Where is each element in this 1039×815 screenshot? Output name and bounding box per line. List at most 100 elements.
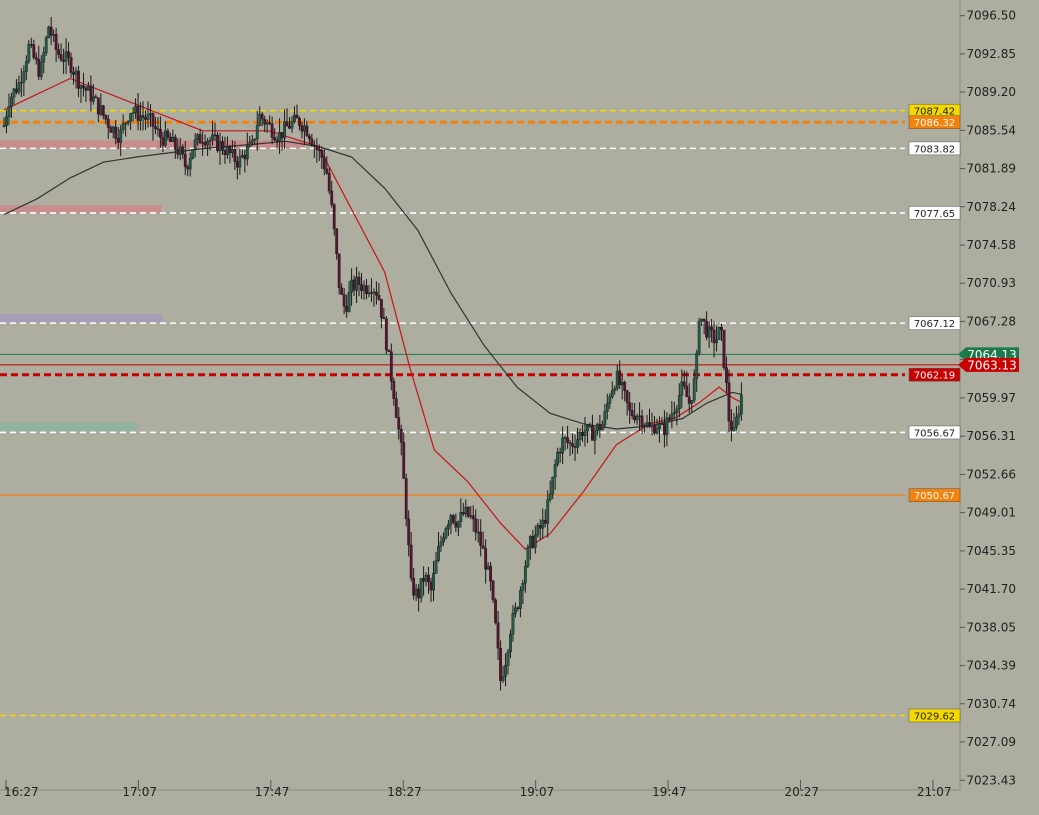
price-marker-box (958, 357, 1019, 372)
candle-down (186, 166, 190, 170)
level-label: 7056.67 (914, 428, 955, 439)
candle-down (310, 138, 314, 146)
candle-down (397, 417, 401, 430)
candle-down (663, 423, 666, 435)
candle-up (442, 537, 445, 543)
zone-band (0, 422, 137, 431)
candle-down (94, 96, 98, 98)
candle-down (106, 119, 110, 128)
candle-up (149, 113, 152, 115)
candle-up (99, 105, 103, 115)
zone-band (0, 314, 163, 323)
candle-up (5, 116, 8, 126)
candle-up (238, 156, 242, 168)
candle-up (24, 61, 28, 72)
candle-down (166, 130, 170, 138)
candle-down (474, 518, 478, 533)
levels-layer (0, 109, 960, 717)
candle-up (600, 424, 604, 431)
candle-down (317, 149, 321, 151)
price-tick-label: 7056.31 (966, 429, 1016, 443)
candle-down (2, 125, 6, 127)
zone-band (0, 140, 306, 149)
candle-up (672, 412, 676, 415)
candle-up (419, 578, 423, 599)
candle-up (226, 146, 229, 156)
candle-down (29, 44, 33, 46)
candle-down (235, 161, 239, 168)
candle-down (531, 535, 535, 548)
candle-down (332, 204, 336, 230)
candle-down (161, 137, 165, 146)
price-tick-label: 7045.35 (966, 544, 1016, 558)
level-label-box (908, 367, 961, 382)
candle-up (586, 424, 589, 432)
candle-up (521, 582, 525, 591)
candle-up (7, 106, 11, 117)
candle-up (91, 96, 95, 102)
time-tick-label: 19:47 (652, 785, 687, 799)
time-axis[interactable]: 16:27 17:07 17:47 18:27 19:07 19:47 20:27 21:07 (0, 780, 960, 799)
candle-down (489, 565, 493, 582)
candle-up (464, 506, 468, 515)
candle-down (496, 622, 500, 649)
candle-down (280, 132, 284, 139)
level-label-box (908, 708, 961, 723)
candle-down (357, 276, 361, 285)
candle-down (625, 390, 629, 403)
candle-down (365, 285, 368, 295)
candle-down (154, 126, 157, 129)
candle-down (387, 349, 391, 352)
candle-down (300, 125, 304, 132)
candle-up (697, 320, 701, 354)
candle-up (22, 71, 26, 83)
candle-down (394, 398, 398, 418)
candle-down (59, 54, 63, 61)
candle-up (576, 439, 579, 448)
candle-down (667, 417, 671, 420)
candle-down (216, 134, 219, 152)
level-label-box (908, 115, 961, 129)
candle-down (491, 580, 495, 601)
candle-down (412, 577, 416, 596)
candle-up (139, 115, 142, 121)
price-tick-label: 7096.50 (966, 9, 1016, 23)
price-tick-label: 7049.01 (966, 506, 1016, 520)
candle-up (700, 318, 704, 322)
candle-up (561, 437, 565, 454)
candle-down (633, 415, 637, 421)
candle-up (432, 573, 435, 591)
candle-up (191, 149, 195, 159)
candle-up (293, 114, 296, 122)
candle-up (655, 428, 659, 434)
candle-down (305, 125, 309, 137)
price-tick-label: 7059.97 (966, 391, 1016, 405)
candle-up (541, 519, 545, 529)
candle-up (111, 126, 115, 133)
candle-up (645, 422, 649, 426)
candle-down (407, 518, 411, 546)
price-tick-label: 7052.66 (966, 467, 1016, 481)
candle-up (208, 139, 212, 142)
candle-down (484, 548, 488, 570)
level-label: 7062.19 (914, 371, 955, 382)
candle-down (454, 521, 458, 528)
price-axis[interactable]: 7096.50 7092.85 7089.20 7085.54 7081.89 7078.… (959, 0, 1016, 790)
time-tick-label: 17:07 (122, 785, 157, 799)
candle-down (176, 149, 180, 155)
price-tick-label: 7092.85 (966, 47, 1016, 61)
candle-up (692, 378, 696, 401)
candle-up (278, 132, 281, 142)
candle-down (558, 451, 562, 454)
level-label: 7083.82 (914, 144, 955, 155)
candle-up (447, 523, 450, 529)
time-tick-label: 20:27 (784, 785, 819, 799)
candle-down (382, 317, 386, 320)
slow-moving-average (3, 140, 743, 430)
candle-up (188, 158, 192, 170)
candle-down (69, 57, 73, 73)
candle-up (610, 390, 614, 398)
candle-down (481, 545, 485, 549)
